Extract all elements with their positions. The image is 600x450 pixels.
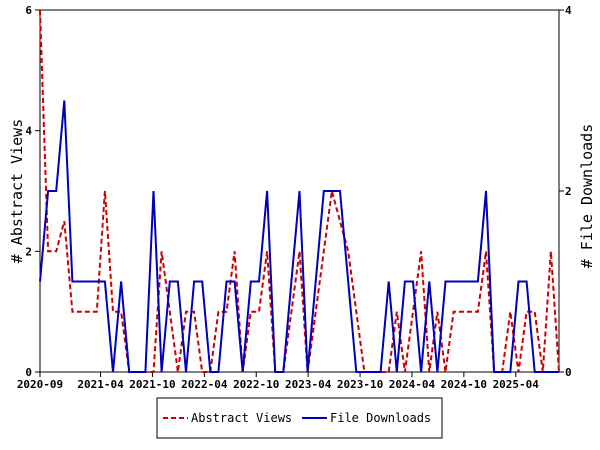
x-tick-label: 2025-04	[493, 378, 540, 391]
x-axis: 2020-09 2021-04 2021-10 2022-04 2022-10 2023-…	[17, 372, 539, 391]
left-tick-label: 6	[25, 4, 32, 17]
legend-box	[156, 397, 443, 439]
left-axis: 0 2 4 6	[25, 4, 40, 379]
x-tick-label: 2024-04	[389, 378, 436, 391]
legend-label-abstract-views: Abstract Views	[191, 411, 292, 425]
right-tick-label: 0	[565, 366, 572, 379]
left-tick-label: 0	[25, 366, 32, 379]
series-lines	[39, 9, 560, 373]
right-tick-label: 2	[565, 185, 572, 198]
left-tick-label: 2	[25, 245, 32, 258]
left-axis-title: # Abstract Views	[8, 119, 26, 264]
x-tick-label: 2023-10	[337, 378, 383, 391]
right-tick-label: 4	[565, 4, 572, 17]
legend: Abstract Views File Downloads	[156, 397, 443, 439]
series-line-file-downloads	[39, 100, 559, 373]
legend-label-file-downloads: File Downloads	[330, 411, 431, 425]
x-tick-label: 2023-04	[285, 378, 332, 391]
x-tick-label: 2022-04	[181, 378, 228, 391]
left-tick-label: 4	[25, 125, 32, 138]
x-tick-label: 2021-04	[77, 378, 124, 391]
x-tick-label: 2022-10	[233, 378, 279, 391]
right-axis-title: # File Downloads	[578, 124, 596, 269]
x-tick-label: 2021-10	[129, 378, 175, 391]
x-tick-label: 2024-10	[441, 378, 487, 391]
right-axis: 0 2 4	[559, 4, 572, 379]
x-tick-label: 2020-09	[17, 378, 63, 391]
